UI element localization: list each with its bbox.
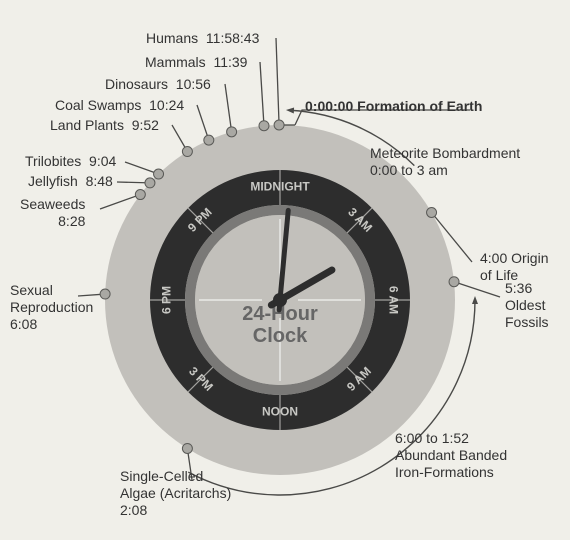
event-humans: Humans 11:58:43: [146, 30, 259, 47]
event-algae: Single-Celled Algae (Acritarchs) 2:08: [120, 468, 231, 518]
event-sexrep: Sexual Reproduction 6:08: [10, 282, 93, 332]
event-dinos: Dinosaurs 10:56: [105, 76, 211, 93]
arc-banded: 6:00 to 1:52 Abundant Banded Iron-Format…: [395, 430, 507, 480]
svg-text:NOON: NOON: [262, 405, 298, 419]
event-landpl: Land Plants 9:52: [50, 117, 159, 134]
event-coal: Coal Swamps 10:24: [55, 97, 184, 114]
svg-text:MIDNIGHT: MIDNIGHT: [250, 180, 310, 194]
event-jellyfish: Jellyfish 8:48: [28, 173, 113, 190]
event-mammals: Mammals 11:39: [145, 54, 247, 71]
event-fossils: 5:36 Oldest Fossils: [505, 280, 549, 330]
event-life: 4:00 Origin of Life: [480, 250, 548, 284]
arc-meteorite: Meteorite Bombardment 0:00 to 3 am: [370, 145, 520, 179]
event-trilobite: Trilobites 9:04: [25, 153, 116, 170]
event-formation: 0:00:00 Formation of Earth: [305, 98, 482, 115]
svg-text:6 PM: 6 PM: [160, 286, 174, 314]
event-seaweeds: Seaweeds 8:28: [20, 196, 85, 230]
svg-text:6 AM: 6 AM: [386, 286, 400, 314]
